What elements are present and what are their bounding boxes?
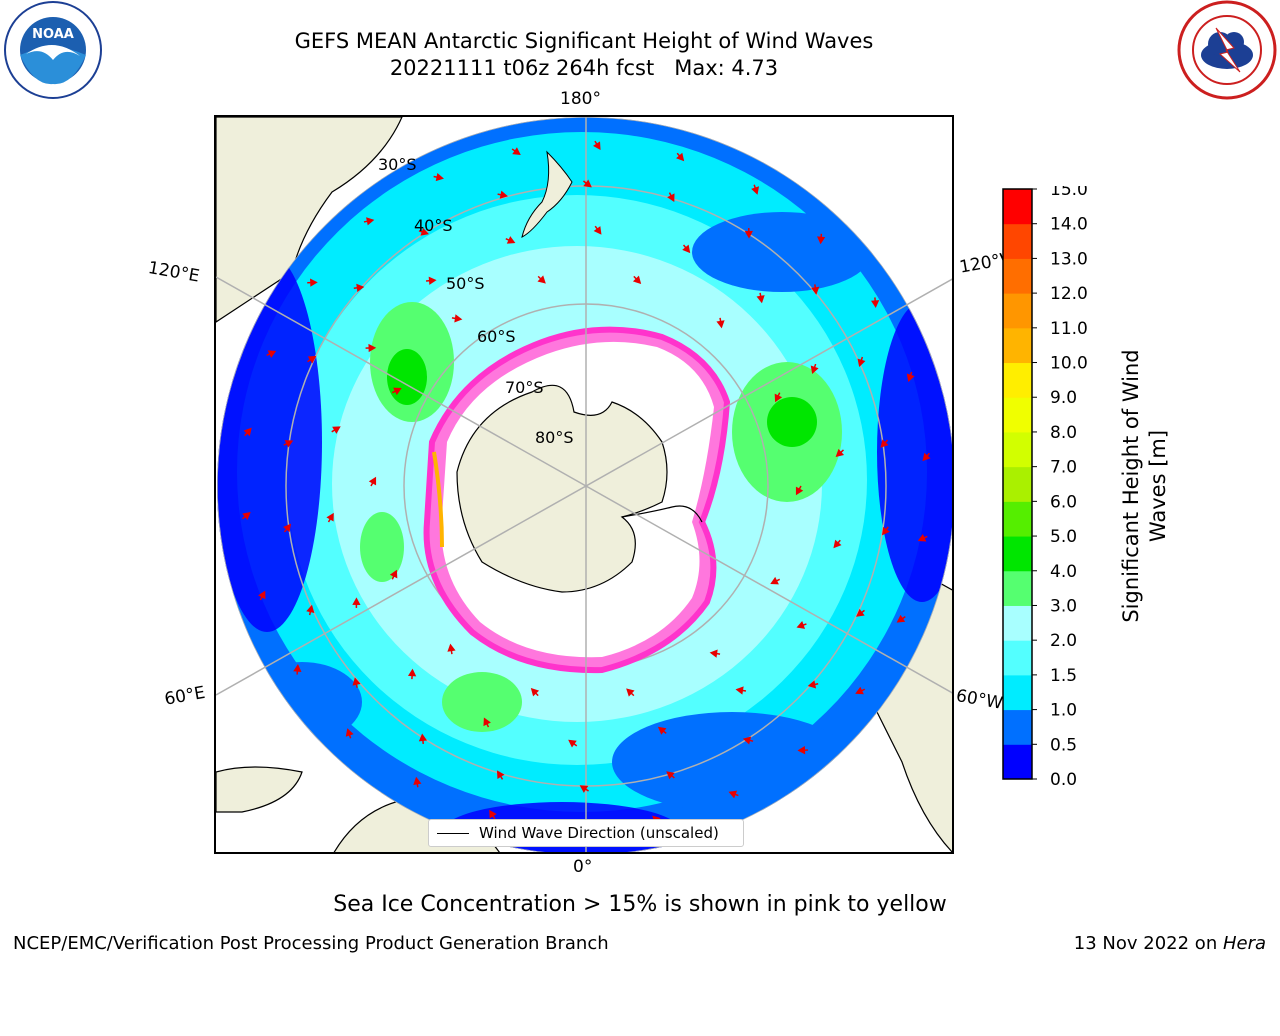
colorbar-swatch xyxy=(1003,605,1032,640)
lon-label-60w: 60°W xyxy=(955,686,1005,714)
lat-label-80s: 80°S xyxy=(535,428,574,447)
colorbar-swatch xyxy=(1003,224,1032,259)
colorbar-swatch xyxy=(1003,501,1032,536)
colorbar-ticks: 15.0 14.0 13.0 12.0 11.0 10.0 9.0 8.0 7.0 6.0 5.0 4… xyxy=(1032,186,1088,786)
footer-date: 13 Nov 2022 on Hera xyxy=(1074,933,1266,955)
colorbar-tick-label: 11.0 xyxy=(1050,319,1088,339)
polar-map: 30°S 40°S 50°S 60°S 70°S 80°S Wind Wave … xyxy=(214,115,954,854)
colorbar-tick-label: 9.0 xyxy=(1050,388,1077,408)
colorbar-tick-label: 0.5 xyxy=(1050,735,1077,755)
chart-subtitle: 20221111 t06z 264h fcst Max: 4.73 xyxy=(0,55,1168,81)
colorbar-tick-label: 5.0 xyxy=(1050,527,1077,547)
lat-label-70s: 70°S xyxy=(505,378,544,397)
colorbar-swatch xyxy=(1003,710,1032,745)
noaa-logo: NOAA xyxy=(2,0,104,102)
lat-label-30s: 30°S xyxy=(378,155,417,174)
colorbar-tick-label: 3.0 xyxy=(1050,596,1077,616)
lat-label-60s: 60°S xyxy=(477,327,516,346)
colorbar-swatch xyxy=(1003,363,1032,398)
colorbar-tick-label: 1.0 xyxy=(1050,701,1077,721)
colorbar-tick-label: 2.0 xyxy=(1050,631,1077,651)
colorbar-swatch xyxy=(1003,328,1032,363)
noaa-logo-text: NOAA xyxy=(32,27,74,42)
colorbar-swatch xyxy=(1003,571,1032,606)
lat-label-40s: 40°S xyxy=(414,216,453,235)
colorbar-swatch xyxy=(1003,640,1032,675)
colorbar-tick-label: 4.0 xyxy=(1050,562,1077,582)
colorbar-tick-label: 10.0 xyxy=(1050,354,1088,374)
lon-label-0: 0° xyxy=(573,857,592,877)
footer-date-text: 13 Nov 2022 on xyxy=(1074,933,1223,954)
colorbar-tick-label: 0.0 xyxy=(1050,770,1077,786)
colorbar-tick-label: 8.0 xyxy=(1050,423,1077,443)
footer-host: Hera xyxy=(1223,933,1266,954)
colorbar-tick-label: 14.0 xyxy=(1050,215,1088,235)
colorbar: 15.0 14.0 13.0 12.0 11.0 10.0 9.0 8.0 7.0 6.0 5.0 4… xyxy=(1000,186,1100,786)
lat-label-50s: 50°S xyxy=(446,274,485,293)
colorbar-swatch xyxy=(1003,536,1032,571)
colorbar-tick-label: 13.0 xyxy=(1050,249,1088,269)
colorbar-swatch xyxy=(1003,432,1032,467)
footer-credit: NCEP/EMC/Verification Post Processing Pr… xyxy=(13,933,609,955)
colorbar-swatch xyxy=(1003,397,1032,432)
colorbar-swatch xyxy=(1003,258,1032,293)
colorbar-swatches xyxy=(1003,189,1032,780)
colorbar-swatch xyxy=(1003,467,1032,502)
nws-logo xyxy=(1176,0,1278,102)
colorbar-swatch xyxy=(1003,293,1032,328)
map-legend: Wind Wave Direction (unscaled) xyxy=(428,819,744,847)
colorbar-label-line2: Waves [m] xyxy=(1145,336,1172,636)
chart-title: GEFS MEAN Antarctic Significant Height o… xyxy=(0,28,1168,54)
polar-map-svg: 30°S 40°S 50°S 60°S 70°S 80°S xyxy=(216,117,954,854)
colorbar-tick-label: 1.5 xyxy=(1050,666,1077,686)
legend-label: Wind Wave Direction (unscaled) xyxy=(479,820,719,846)
colorbar-tick-label: 6.0 xyxy=(1050,492,1077,512)
legend-line-swatch xyxy=(437,833,469,834)
colorbar-tick-label: 15.0 xyxy=(1050,186,1088,200)
lon-label-180: 180° xyxy=(560,89,601,109)
lon-label-120e: 120°E xyxy=(147,258,201,287)
lon-label-60e: 60°E xyxy=(163,683,207,710)
colorbar-label-line1: Significant Height of Wind xyxy=(1118,336,1145,636)
colorbar-tick-label: 7.0 xyxy=(1050,458,1077,478)
colorbar-swatch xyxy=(1003,744,1032,779)
colorbar-label-wrap: Significant Height of Wind Waves [m] xyxy=(1118,636,1158,1036)
colorbar-swatch xyxy=(1003,189,1032,224)
colorbar-swatch xyxy=(1003,675,1032,710)
sea-ice-caption: Sea Ice Concentration > 15% is shown in … xyxy=(0,892,1280,918)
colorbar-tick-label: 12.0 xyxy=(1050,284,1088,304)
